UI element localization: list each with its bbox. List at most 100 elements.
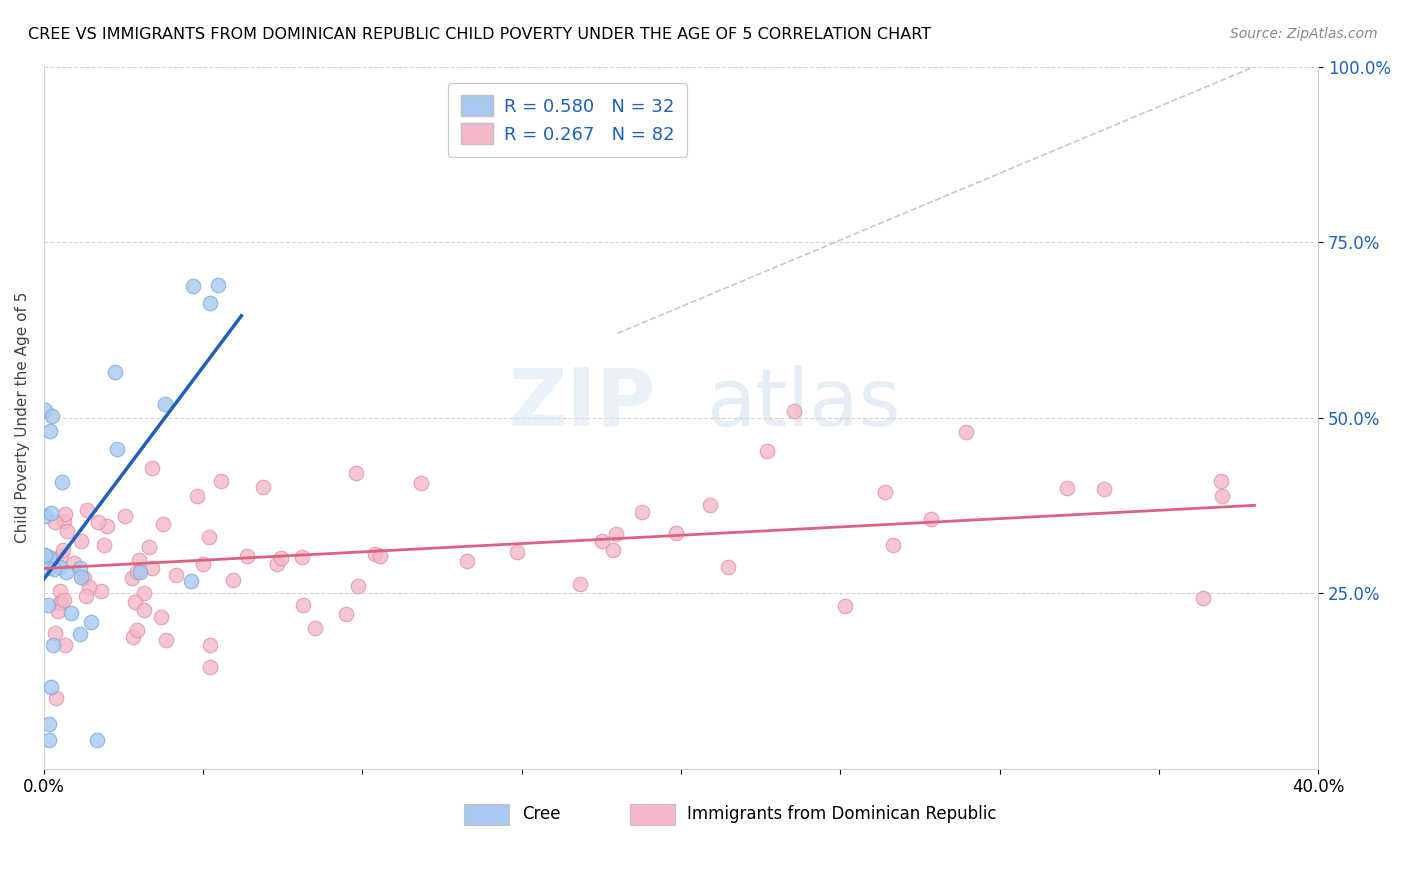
Point: [191, 557, 214, 571]
Point: [1056, 481, 1078, 495]
Point: [180, 574, 202, 589]
Point: [53, 507, 76, 521]
Point: [186, 489, 208, 503]
Point: [266, 557, 288, 571]
Point: [70, 533, 93, 548]
Point: [270, 550, 292, 565]
Point: [1092, 483, 1115, 497]
Point: [198, 295, 221, 310]
Point: [129, 565, 152, 579]
Point: [506, 545, 529, 559]
Point: [104, 365, 127, 379]
Text: Cree: Cree: [522, 805, 560, 823]
Point: [51, 549, 73, 564]
Point: [602, 543, 624, 558]
Point: [53, 514, 76, 528]
Point: [1211, 489, 1233, 503]
Point: [55, 566, 77, 580]
Point: [716, 559, 738, 574]
Point: [69, 560, 91, 574]
Point: [155, 632, 177, 647]
Point: [49, 595, 72, 609]
Point: [882, 537, 904, 551]
Point: [198, 638, 221, 652]
Point: [37, 598, 59, 612]
Text: Immigrants from Dominican Republic: Immigrants from Dominican Republic: [688, 805, 997, 823]
Point: [252, 480, 274, 494]
Point: [122, 630, 145, 644]
Text: CREE VS IMMIGRANTS FROM DOMINICAN REPUBLIC CHILD POVERTY UNDER THE AGE OF 5 CORR: CREE VS IMMIGRANTS FROM DOMINICAN REPUBL…: [28, 27, 931, 42]
Point: [37, 560, 59, 574]
Point: [198, 660, 221, 674]
Point: [38, 733, 60, 747]
Point: [34, 402, 56, 417]
Point: [141, 461, 163, 475]
Y-axis label: Child Poverty Under the Age of 5: Child Poverty Under the Age of 5: [15, 292, 30, 543]
Point: [77, 580, 100, 594]
Point: [49, 584, 72, 599]
Point: [35, 549, 58, 563]
Point: [409, 476, 432, 491]
Point: [756, 443, 779, 458]
Point: [41, 681, 63, 695]
Point: [209, 475, 232, 489]
Point: [368, 549, 391, 563]
Point: [73, 571, 96, 585]
Point: [69, 626, 91, 640]
Point: [44, 691, 66, 706]
Point: [34, 509, 56, 524]
Point: [456, 554, 478, 568]
Point: [125, 565, 148, 579]
Point: [665, 526, 688, 541]
Point: [34, 548, 56, 562]
Point: [53, 638, 76, 652]
Point: [49, 596, 72, 610]
Point: [166, 567, 188, 582]
Point: [134, 586, 156, 600]
Point: [86, 733, 108, 747]
Point: [62, 556, 84, 570]
Point: [124, 595, 146, 609]
Point: [699, 498, 721, 512]
Point: [90, 583, 112, 598]
Point: [834, 599, 856, 613]
Point: [59, 606, 82, 620]
Point: [197, 530, 219, 544]
Point: [79, 615, 101, 630]
Point: [347, 579, 370, 593]
FancyBboxPatch shape: [630, 804, 675, 825]
Point: [1209, 475, 1232, 489]
Point: [44, 625, 66, 640]
Point: [873, 484, 896, 499]
Point: [96, 519, 118, 533]
Point: [569, 577, 592, 591]
Point: [304, 621, 326, 635]
Point: [335, 607, 357, 622]
Point: [152, 516, 174, 531]
Point: [93, 538, 115, 552]
Point: [138, 540, 160, 554]
Point: [132, 603, 155, 617]
Point: [783, 404, 806, 418]
Text: Source: ZipAtlas.com: Source: ZipAtlas.com: [1230, 27, 1378, 41]
Point: [44, 515, 66, 529]
Point: [44, 562, 66, 576]
Point: [39, 424, 62, 438]
Point: [52, 543, 75, 558]
Point: [236, 549, 259, 564]
Point: [1192, 591, 1215, 605]
Point: [155, 397, 177, 411]
Point: [41, 409, 63, 424]
Text: ZIP: ZIP: [509, 365, 655, 442]
Point: [39, 506, 62, 520]
Legend: R = 0.580   N = 32, R = 0.267   N = 82: R = 0.580 N = 32, R = 0.267 N = 82: [449, 83, 688, 157]
Point: [207, 278, 229, 293]
Point: [52, 593, 75, 607]
Point: [114, 509, 136, 524]
FancyBboxPatch shape: [464, 804, 509, 825]
Point: [76, 502, 98, 516]
Text: atlas: atlas: [707, 365, 901, 442]
Point: [105, 442, 128, 457]
Point: [46, 604, 69, 618]
Point: [38, 550, 60, 565]
